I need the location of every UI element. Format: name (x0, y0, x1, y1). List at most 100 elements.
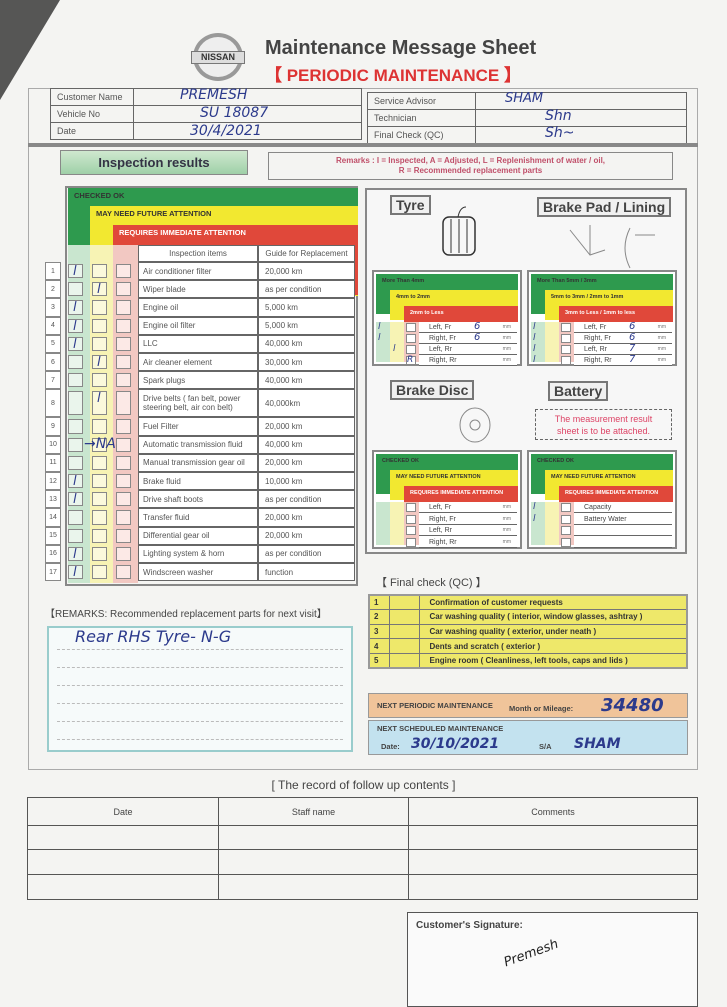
checkbox-future[interactable] (92, 455, 107, 470)
checkbox[interactable] (406, 503, 416, 512)
checkbox-immediate[interactable] (116, 282, 131, 297)
qc-checkbox[interactable] (388, 652, 420, 669)
checkbox-ok[interactable] (68, 373, 83, 388)
checkbox[interactable] (561, 334, 571, 343)
checkbox-immediate[interactable] (116, 492, 131, 507)
qc-checkbox[interactable] (388, 609, 420, 625)
checkbox-immediate[interactable] (116, 419, 131, 434)
checkbox[interactable] (406, 514, 416, 524)
qc-checkbox[interactable] (388, 638, 420, 654)
checkbox-future[interactable] (92, 264, 107, 279)
checkbox-ok[interactable] (68, 510, 83, 525)
final-check-field[interactable] (475, 126, 687, 144)
checkbox-future[interactable] (92, 510, 107, 525)
checkbox-future[interactable] (92, 492, 107, 507)
checkbox[interactable] (406, 334, 416, 343)
checkbox-ok[interactable]: l (68, 492, 83, 507)
checkbox[interactable] (561, 503, 571, 512)
inspection-item: Drive shaft boots (138, 490, 258, 509)
future-column (390, 322, 404, 362)
checkbox-future[interactable] (92, 300, 107, 315)
checkbox-immediate[interactable] (116, 437, 131, 452)
checkbox-ok[interactable] (68, 391, 83, 416)
checkbox[interactable] (561, 538, 571, 548)
checkbox[interactable] (561, 514, 571, 524)
checkbox[interactable] (561, 323, 571, 332)
checkbox-ok[interactable] (68, 419, 83, 434)
checkbox[interactable] (561, 345, 571, 354)
checkbox[interactable] (406, 526, 416, 536)
checkbox[interactable] (561, 356, 571, 365)
checkbox-ok[interactable]: l (68, 336, 83, 352)
checkbox-ok[interactable] (68, 528, 83, 543)
checkbox-ok[interactable] (68, 437, 83, 452)
checkbox-ok[interactable] (68, 282, 83, 297)
band-label: REQUIRES IMMEDIATE ATTENTION (565, 490, 659, 496)
customer-signature-box[interactable]: Customer's Signature: Premesh (407, 912, 698, 1007)
checkbox-ok[interactable]: l (68, 264, 83, 279)
remarks-next-box[interactable] (47, 626, 353, 752)
follow-up-cell[interactable] (27, 849, 219, 875)
table-row: 13 l Drive shaft boots as per condition (40, 490, 356, 509)
checkbox-ok[interactable] (68, 455, 83, 470)
checkbox-immediate[interactable] (116, 565, 131, 580)
follow-up-cell[interactable] (408, 825, 698, 850)
checkbox-immediate[interactable] (116, 528, 131, 543)
checkbox-ok[interactable]: l (68, 546, 83, 562)
checkbox-ok[interactable]: l (68, 300, 83, 315)
check-mark: l (533, 355, 536, 365)
checkbox-immediate[interactable] (116, 546, 131, 561)
follow-up-cell[interactable] (218, 874, 409, 900)
checkbox[interactable] (561, 526, 571, 536)
checkbox-immediate[interactable] (116, 455, 131, 470)
checkbox-immediate[interactable] (116, 336, 131, 351)
checkbox-immediate[interactable] (116, 474, 131, 489)
follow-up-cell[interactable] (27, 825, 219, 850)
follow-up-cell[interactable] (408, 849, 698, 875)
qc-checkbox[interactable] (388, 623, 420, 640)
checkbox[interactable] (406, 538, 416, 548)
checkbox-future[interactable]: l (92, 391, 107, 416)
checkbox-future[interactable] (92, 546, 107, 561)
checkbox-immediate[interactable] (116, 391, 131, 416)
checkbox-immediate[interactable] (116, 373, 131, 388)
follow-up-cell[interactable] (408, 874, 698, 900)
position-label: Left, Fr (429, 324, 452, 331)
checkbox-ok[interactable] (68, 355, 83, 370)
position-label: Left, Rr (584, 346, 607, 353)
checkbox-ok[interactable]: l (68, 474, 83, 489)
checkbox-future[interactable] (92, 528, 107, 543)
checkbox-future[interactable] (92, 565, 107, 580)
checkbox-future[interactable] (92, 336, 107, 351)
row-number: 1 (45, 262, 61, 281)
checkbox-future[interactable] (92, 419, 107, 434)
unit-label: mm (657, 357, 666, 363)
checkbox-immediate[interactable] (116, 264, 131, 279)
customer-name-field[interactable] (133, 88, 362, 106)
inspection-item: Windscreen washer (138, 563, 258, 582)
date-field[interactable] (133, 122, 362, 140)
checkbox[interactable] (406, 356, 416, 365)
follow-up-cell[interactable] (27, 874, 219, 900)
list-item: Right, Fr mm 6 (574, 333, 672, 344)
qc-checkbox[interactable] (388, 594, 420, 611)
follow-up-cell[interactable] (218, 849, 409, 875)
brake-pad-table: More Than 5mm / 3mm 5mm to 3mm / 2mm to 1… (527, 270, 677, 366)
page-title: Maintenance Message Sheet (265, 37, 537, 59)
checkbox-ok[interactable]: l (68, 565, 83, 580)
checkbox-future[interactable] (92, 318, 107, 333)
checkbox-future[interactable]: l (92, 282, 107, 297)
checkbox-immediate[interactable] (116, 510, 131, 525)
checkbox-immediate[interactable] (116, 300, 131, 315)
checkbox-ok[interactable]: l (68, 318, 83, 333)
checkbox-immediate[interactable] (116, 355, 131, 370)
checkbox[interactable] (406, 323, 416, 332)
checkbox-future[interactable] (92, 373, 107, 388)
checkbox-future[interactable]: l (92, 355, 107, 370)
checkbox-immediate[interactable] (116, 318, 131, 333)
checkbox-future[interactable] (92, 474, 107, 489)
checkbox[interactable] (406, 345, 416, 354)
follow-up-cell[interactable] (218, 825, 409, 850)
technician-field[interactable] (475, 109, 687, 127)
checkbox-future[interactable] (92, 437, 107, 452)
